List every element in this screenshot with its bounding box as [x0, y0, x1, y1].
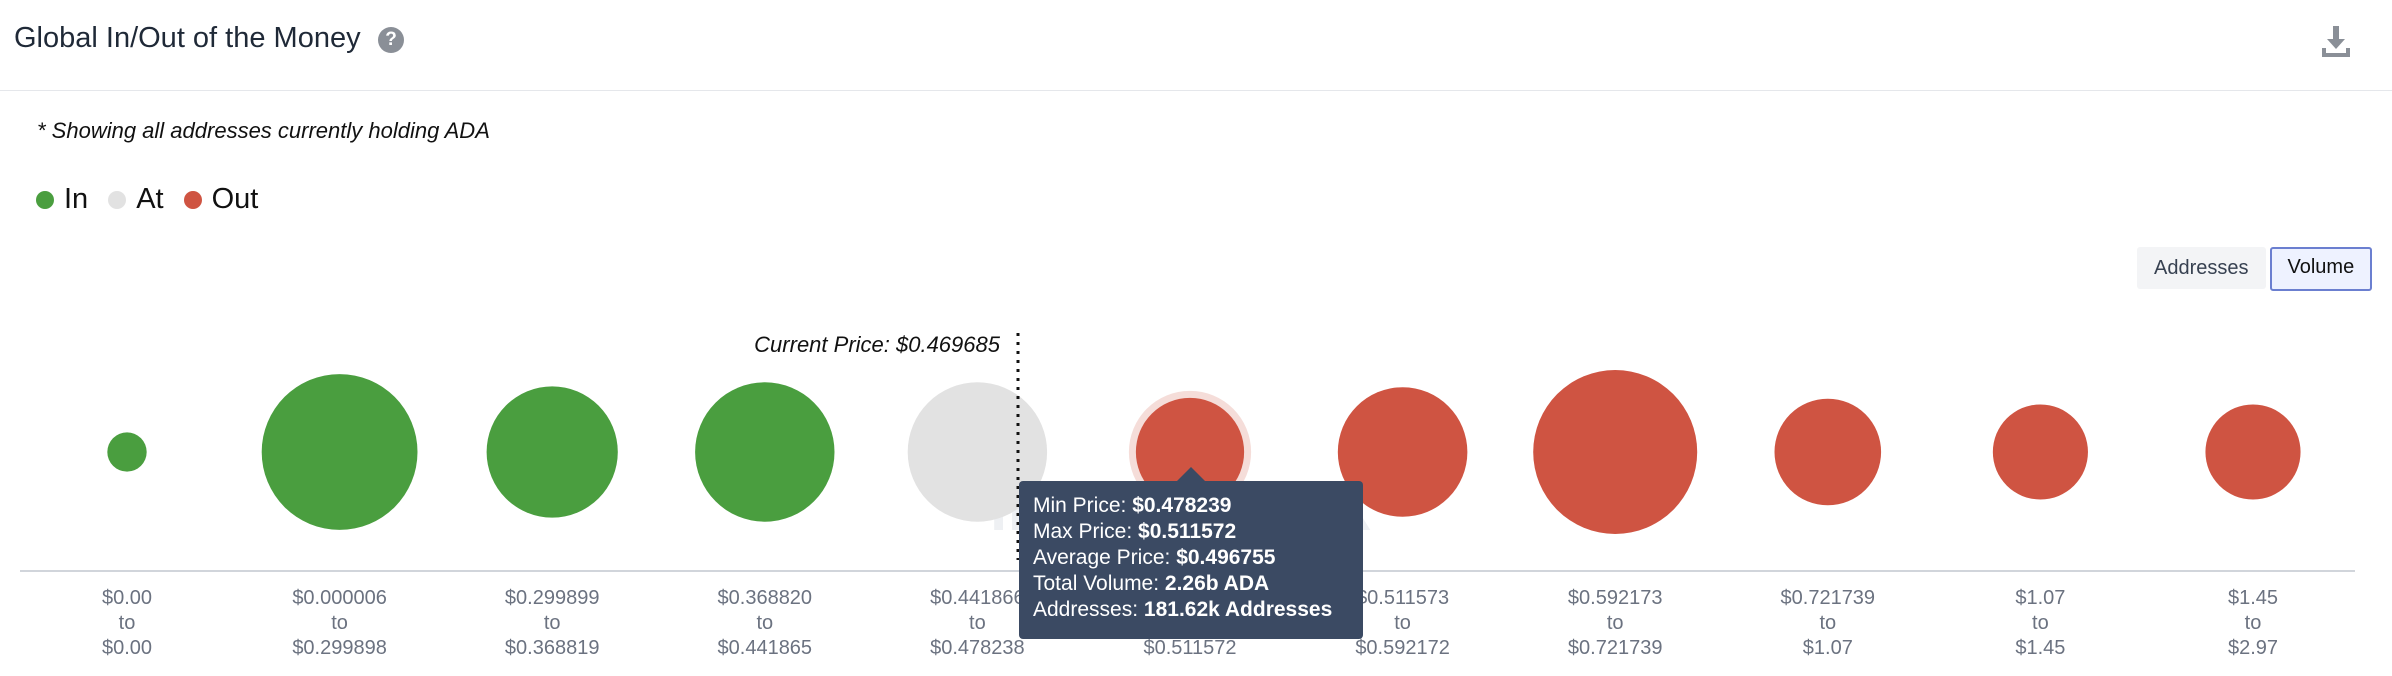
- bubble-at-4: [907, 382, 1048, 522]
- bubble-out-9: [1992, 404, 2088, 500]
- bubble-out-6: [1337, 387, 1468, 517]
- bubble-out-5: [1135, 397, 1245, 507]
- tick-label-to: $0.721739: [1568, 637, 1663, 659]
- tick-label-from: $0.368820: [718, 587, 813, 609]
- chart-header: Global In/Out of the Money ?: [0, 0, 2392, 91]
- tick-label-to-word: to: [2032, 612, 2049, 634]
- tick-label-from: $0.00: [102, 587, 152, 609]
- tick-label-to-word: to: [1394, 612, 1411, 634]
- chart-note: * Showing all addresses currently holdin…: [37, 118, 490, 143]
- tick-label-to-word: to: [544, 612, 561, 634]
- tick-label-to-word: to: [969, 612, 986, 634]
- addresses-button[interactable]: Addresses: [2137, 247, 2266, 289]
- current-price-label: Current Price: $0.469685: [754, 332, 1001, 357]
- tick-label-from: $0.592173: [1568, 587, 1663, 609]
- bubble-out-8: [1774, 398, 1882, 506]
- tick-label-to: $0.441865: [718, 637, 813, 659]
- bubble-in-2: [486, 386, 618, 518]
- tick-label-from: $0.511573: [1356, 587, 1449, 609]
- tick-label-to-word: to: [756, 612, 773, 634]
- tooltip-avg-label: Average Price:: [1033, 546, 1171, 569]
- bubble-in-3: [695, 382, 835, 522]
- legend-label-at: At: [136, 183, 164, 215]
- volume-button[interactable]: Volume: [2269, 247, 2373, 291]
- tooltip-avg-price: Average Price: $0.496755: [1033, 545, 1349, 571]
- tick-label-to: $0.511572: [1143, 637, 1236, 659]
- tick-label-from: $1.07: [2015, 587, 2065, 609]
- hover-tooltip: Min Price: $0.478239 Max Price: $0.51157…: [1019, 467, 1363, 639]
- tooltip-avg-value: $0.496755: [1176, 546, 1276, 569]
- bubble-out-10: [2205, 404, 2301, 500]
- tooltip-addresses-value: 181.62k Addresses: [1143, 598, 1333, 621]
- legend-item-at[interactable]: At: [108, 183, 164, 216]
- bubble-out-7: [1533, 370, 1698, 534]
- legend-label-in: In: [64, 183, 89, 215]
- tooltip-volume-value: 2.26b ADA: [1164, 572, 1270, 595]
- legend-label-out: Out: [211, 183, 259, 215]
- bubble-in-1: [261, 374, 418, 530]
- tick-label-to-word: to: [331, 612, 348, 634]
- legend-dot-at: [108, 190, 127, 209]
- tick-label-from: $0.000006: [292, 587, 387, 609]
- tooltip-min-price: Min Price: $0.478239: [1033, 493, 1349, 519]
- tick-label-to: $0.299898: [292, 637, 387, 659]
- tick-label-to: $2.97: [2228, 637, 2278, 659]
- legend-dot-out: [183, 190, 202, 209]
- download-icon[interactable]: [2316, 22, 2356, 62]
- tooltip-addresses-label: Addresses:: [1033, 598, 1139, 621]
- tick-label-to: $0.592172: [1355, 637, 1450, 659]
- page-title: Global In/Out of the Money: [14, 22, 361, 54]
- tooltip-arrow: [1177, 467, 1205, 481]
- tick-label-to-word: to: [119, 612, 136, 634]
- tooltip-max-label: Max Price:: [1033, 520, 1133, 543]
- tick-label-to-word: to: [2245, 612, 2262, 634]
- tick-label-from: $1.45: [2228, 587, 2278, 609]
- tooltip-max-price: Max Price: $0.511572: [1033, 519, 1349, 545]
- legend-dot-in: [36, 190, 54, 209]
- tick-label-to: $0.478238: [930, 637, 1025, 659]
- tick-label-from: $0.721739: [1781, 587, 1876, 609]
- tick-label-from: $0.299899: [505, 587, 600, 609]
- tooltip-max-value: $0.511572: [1138, 520, 1237, 543]
- tick-label-to-word: to: [1819, 612, 1836, 634]
- tooltip-volume: Total Volume: 2.26b ADA: [1033, 571, 1349, 597]
- tick-label-to: $1.07: [1803, 637, 1853, 659]
- tick-label-to: $1.45: [2015, 637, 2065, 659]
- legend: In At Out: [36, 183, 258, 216]
- tooltip-volume-label: Total Volume:: [1033, 572, 1160, 595]
- metric-toggle: Addresses Volume: [2137, 247, 2373, 291]
- tooltip-min-value: $0.478239: [1132, 494, 1232, 517]
- tick-label-from: $0.441866: [930, 587, 1025, 609]
- tick-label-to: $0.00: [102, 637, 152, 659]
- tick-label-to-word: to: [1607, 612, 1624, 634]
- tooltip-min-label: Min Price:: [1033, 494, 1127, 517]
- question-circle-icon[interactable]: ?: [378, 27, 404, 53]
- tick-label-to: $0.368819: [505, 637, 600, 659]
- legend-item-in[interactable]: In: [36, 183, 88, 216]
- bubble-in-0: [107, 432, 147, 472]
- tooltip-addresses: Addresses: 181.62k Addresses: [1033, 597, 1349, 623]
- legend-item-out[interactable]: Out: [183, 183, 259, 216]
